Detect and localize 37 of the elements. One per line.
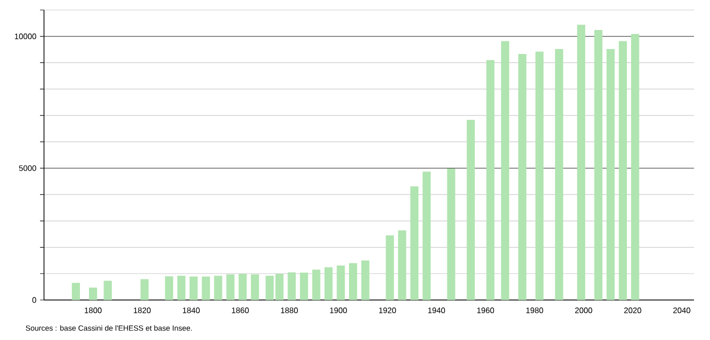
bar	[398, 230, 406, 300]
bar	[518, 54, 526, 300]
bar	[501, 41, 510, 300]
bar	[165, 276, 174, 300]
bar	[190, 276, 198, 300]
bar	[300, 272, 308, 300]
bar	[140, 279, 149, 300]
bar	[89, 288, 98, 300]
bar	[410, 186, 418, 300]
bar	[361, 260, 370, 300]
bar	[606, 49, 615, 300]
bar	[72, 282, 80, 300]
bar	[104, 280, 112, 300]
bar	[324, 267, 333, 300]
bar	[631, 34, 640, 300]
bar	[577, 24, 586, 300]
bar	[288, 272, 296, 300]
bar	[202, 276, 210, 300]
bar	[618, 41, 627, 300]
bar	[447, 168, 456, 300]
bar	[312, 270, 320, 300]
bar	[250, 274, 259, 300]
bar	[422, 172, 431, 300]
bar	[349, 263, 358, 300]
bar	[486, 60, 494, 300]
bar	[336, 265, 345, 300]
bar	[214, 276, 222, 300]
bar	[555, 49, 564, 300]
bar	[466, 120, 475, 300]
bar	[594, 30, 602, 300]
bar	[238, 274, 247, 300]
bar	[535, 52, 544, 300]
bar	[177, 276, 186, 300]
bar	[226, 274, 234, 300]
bar	[275, 274, 284, 300]
bar	[266, 276, 274, 300]
bar	[386, 235, 394, 300]
